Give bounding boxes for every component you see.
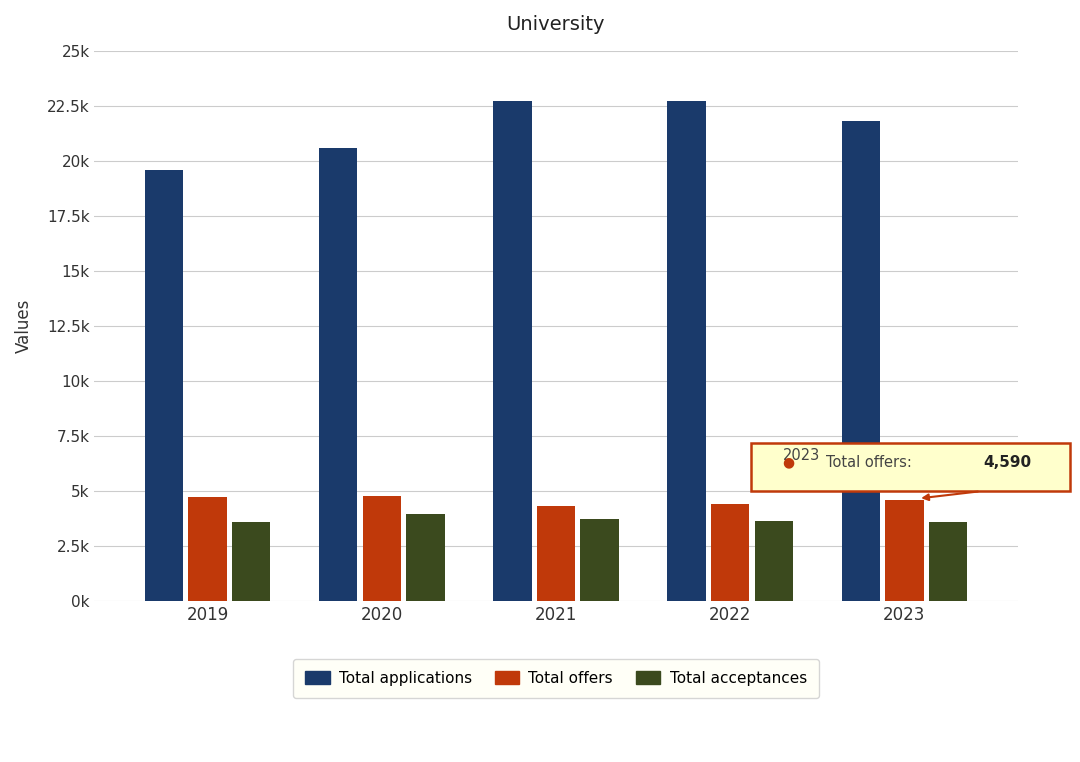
Text: Total offers:: Total offers:: [826, 455, 912, 470]
Bar: [711, 504, 750, 601]
Bar: [188, 497, 227, 601]
Bar: [537, 505, 576, 601]
Bar: [145, 170, 184, 601]
Bar: [667, 101, 706, 601]
Bar: [755, 521, 793, 601]
FancyBboxPatch shape: [751, 443, 1070, 491]
Text: 2023: 2023: [782, 447, 820, 463]
Y-axis label: Values: Values: [15, 299, 33, 354]
Bar: [886, 500, 923, 601]
Bar: [319, 148, 357, 601]
Bar: [580, 519, 619, 601]
Legend: Total applications, Total offers, Total acceptances: Total applications, Total offers, Total …: [293, 658, 819, 698]
Bar: [841, 121, 880, 601]
Text: 4,590: 4,590: [984, 455, 1031, 470]
Bar: [494, 101, 531, 601]
Text: ●: ●: [782, 455, 795, 469]
Bar: [232, 522, 270, 601]
Title: University: University: [507, 15, 605, 34]
Bar: [929, 522, 967, 601]
Bar: [406, 514, 445, 601]
Bar: [363, 495, 401, 601]
